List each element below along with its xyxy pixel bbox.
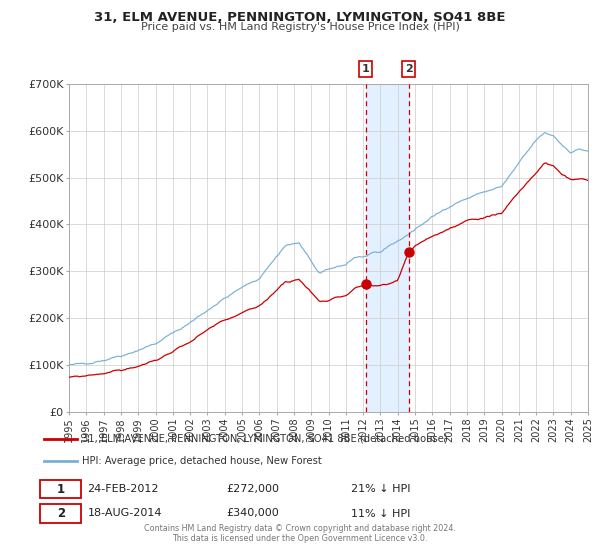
FancyBboxPatch shape: [40, 480, 81, 498]
Text: 1: 1: [362, 64, 370, 74]
Text: Contains HM Land Registry data © Crown copyright and database right 2024.: Contains HM Land Registry data © Crown c…: [144, 524, 456, 533]
Text: 24-FEB-2012: 24-FEB-2012: [88, 484, 159, 494]
Text: 11% ↓ HPI: 11% ↓ HPI: [351, 508, 410, 519]
Text: 31, ELM AVENUE, PENNINGTON, LYMINGTON, SO41 8BE (detached house): 31, ELM AVENUE, PENNINGTON, LYMINGTON, S…: [82, 434, 448, 444]
FancyBboxPatch shape: [40, 505, 81, 522]
Text: 18-AUG-2014: 18-AUG-2014: [88, 508, 162, 519]
Text: £340,000: £340,000: [226, 508, 279, 519]
Text: This data is licensed under the Open Government Licence v3.0.: This data is licensed under the Open Gov…: [172, 534, 428, 543]
Text: 1: 1: [56, 483, 65, 496]
Text: £272,000: £272,000: [226, 484, 279, 494]
Text: HPI: Average price, detached house, New Forest: HPI: Average price, detached house, New …: [82, 456, 322, 466]
Text: 2: 2: [56, 507, 65, 520]
Bar: [365, 84, 409, 412]
Text: 21% ↓ HPI: 21% ↓ HPI: [351, 484, 410, 494]
Text: 2: 2: [405, 64, 412, 74]
Text: Price paid vs. HM Land Registry's House Price Index (HPI): Price paid vs. HM Land Registry's House …: [140, 22, 460, 32]
Text: 31, ELM AVENUE, PENNINGTON, LYMINGTON, SO41 8BE: 31, ELM AVENUE, PENNINGTON, LYMINGTON, S…: [94, 11, 506, 24]
